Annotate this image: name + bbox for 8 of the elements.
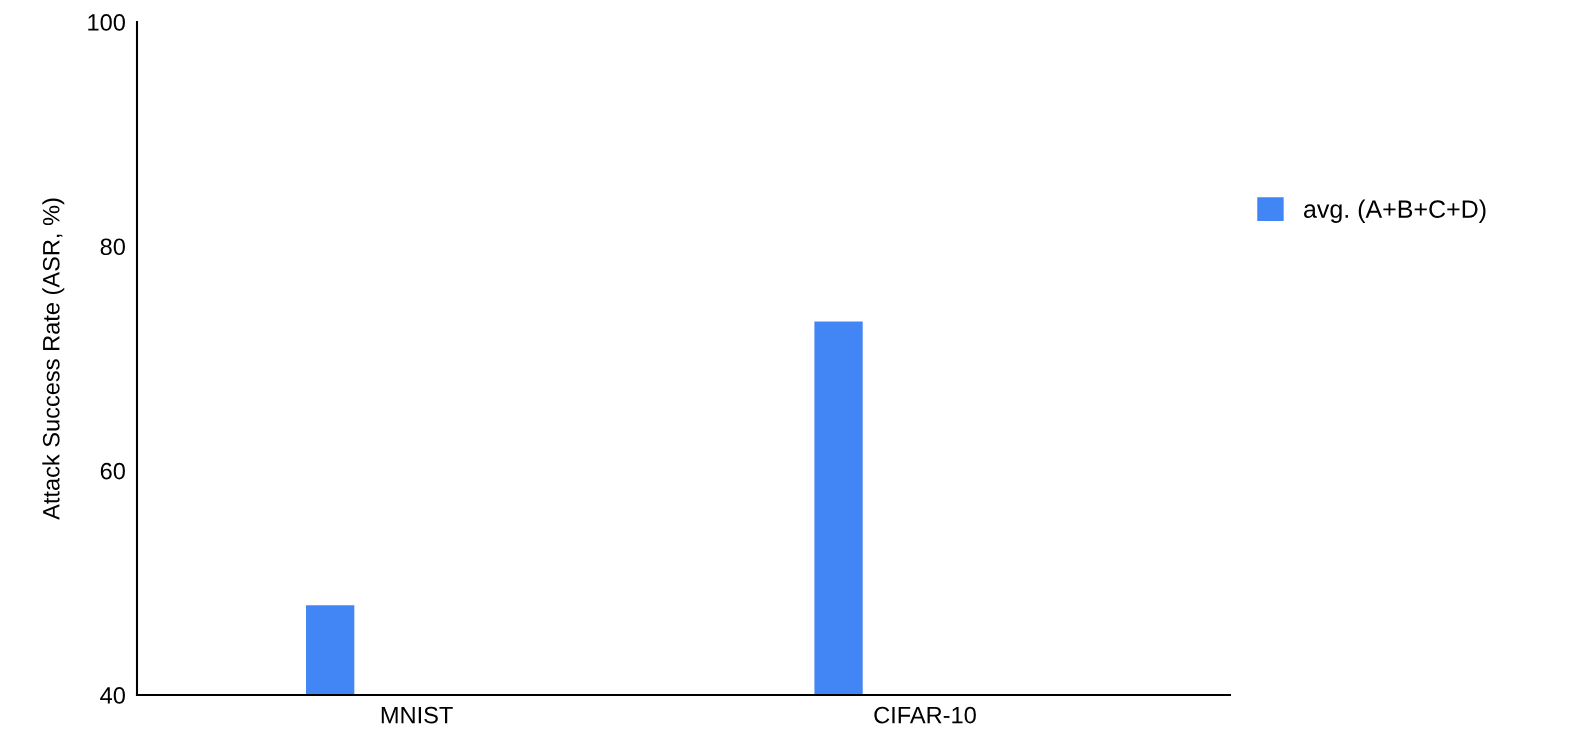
y-axis-title: Attack Success Rate (ASR, %) [42,198,65,520]
x-tick-label: MNIST [381,706,453,724]
y-tick-label: 100 [88,14,125,31]
y-tick-label: 80 [100,238,125,256]
legend-label: avg. (A+B+C+D) [1304,199,1486,223]
y-tick-label: 60 [100,462,125,480]
x-tick-label: CIFAR-10 [874,706,976,724]
y-tick-label: 40 [100,687,125,704]
